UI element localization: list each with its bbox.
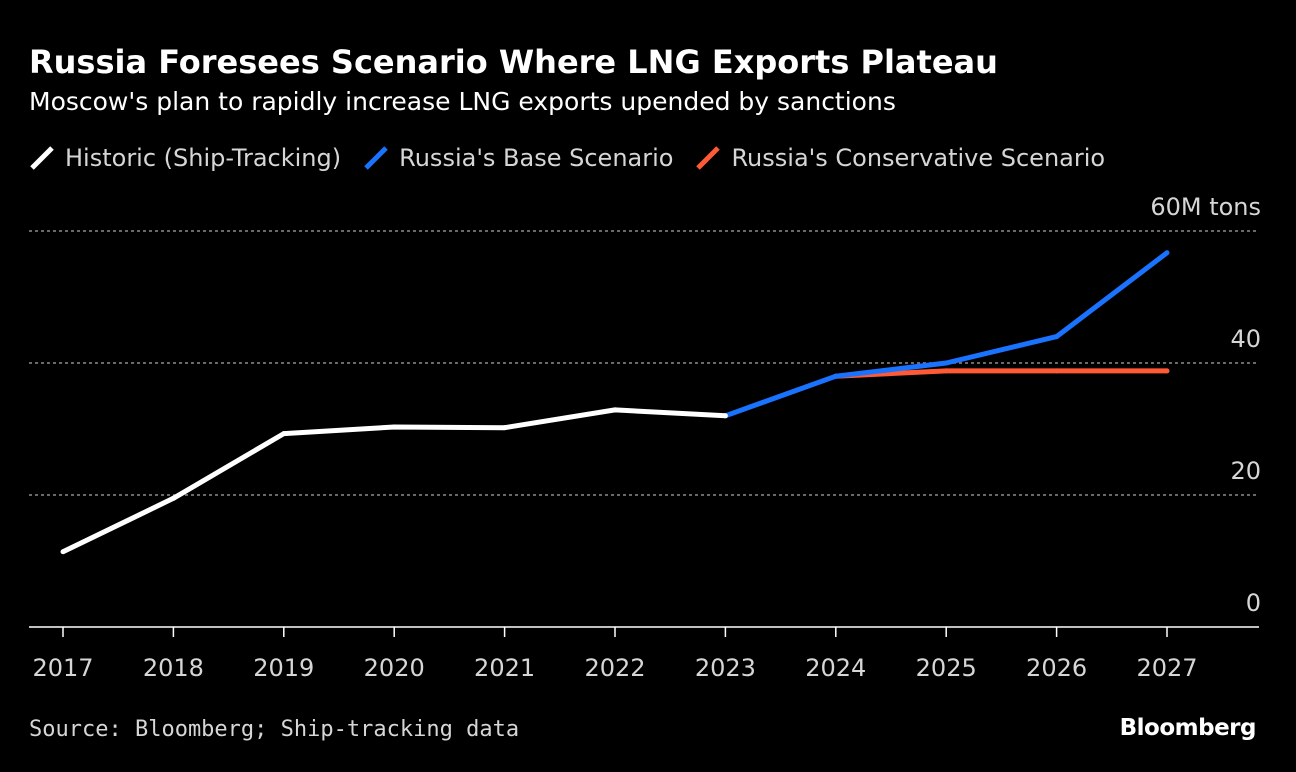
data-point-conservative-scenario-2026 <box>1054 368 1060 374</box>
y-axis-tick-labels: 0 20 40 60M tons <box>1150 193 1261 617</box>
data-point-conservative-scenario-2025 <box>943 368 949 374</box>
y-tick-label-20: 20 <box>1230 457 1261 485</box>
legend-label-conservative-scenario: Russia's Conservative Scenario <box>731 144 1106 172</box>
legend-swatch-base-scenario <box>364 146 388 170</box>
series-line-historic <box>61 407 726 555</box>
legend-label-base-scenario: Russia's Base Scenario <box>399 144 674 172</box>
y-tick-label-60: 60M tons <box>1150 193 1261 221</box>
data-point-base-scenario-2027 <box>1164 250 1170 256</box>
legend-item-base-scenario: Russia's Base Scenario <box>363 138 673 178</box>
x-tick-label-2022: 2022 <box>584 654 645 682</box>
data-point-historic-2017 <box>60 549 66 555</box>
x-tick-label-2024: 2024 <box>805 654 866 682</box>
legend-label-historic: Historic (Ship-Tracking) <box>65 144 342 172</box>
x-tick-label-2023: 2023 <box>695 654 756 682</box>
data-point-historic-2018 <box>170 495 176 501</box>
x-tick-label-2021: 2021 <box>474 654 535 682</box>
data-point-conservative-scenario-2027 <box>1164 368 1170 374</box>
series-lines <box>60 250 1170 555</box>
x-tick-label-2026: 2026 <box>1026 654 1087 682</box>
data-point-historic-2020 <box>391 424 397 430</box>
data-point-historic-2023 <box>722 413 728 419</box>
legend-item-conservative-scenario: Russia's Conservative Scenario <box>695 138 1105 178</box>
legend-item-historic: Historic (Ship-Tracking) <box>29 138 341 178</box>
x-axis: 2017 2018 2019 2020 2021 2022 2023 2024 2025 2026… <box>29 626 1259 682</box>
legend-swatch-conservative-scenario <box>696 146 721 170</box>
y-tick-label-40: 40 <box>1230 325 1261 353</box>
legend: Historic (Ship-Tracking) Russia's Base S… <box>29 138 1127 178</box>
gridlines <box>29 230 1259 496</box>
x-tick-label-2019: 2019 <box>253 654 314 682</box>
bloomberg-logo: Bloomberg <box>1119 715 1257 741</box>
x-tick-label-2025: 2025 <box>916 654 977 682</box>
x-tick-label-2020: 2020 <box>364 654 425 682</box>
data-point-historic-2022 <box>612 407 618 413</box>
source-note: Source: Bloomberg; Ship-tracking data <box>29 717 520 742</box>
x-tick-label-2027: 2027 <box>1136 654 1197 682</box>
data-point-historic-2019 <box>281 431 287 437</box>
data-point-base-scenario-2026 <box>1054 334 1060 340</box>
x-tick-label-2018: 2018 <box>143 654 204 682</box>
x-tick-label-2017: 2017 <box>32 654 93 682</box>
legend-swatch-historic <box>30 146 54 170</box>
data-point-base-scenario-2024 <box>833 373 839 379</box>
data-point-historic-2021 <box>502 425 508 431</box>
chart-subtitle: Moscow's plan to rapidly increase LNG ex… <box>29 87 896 116</box>
data-point-base-scenario-2025 <box>943 360 949 366</box>
y-tick-label-0: 0 <box>1246 589 1261 617</box>
series-line-conservative-scenario <box>835 368 1167 379</box>
chart-title: Russia Foresees Scenario Where LNG Expor… <box>29 43 998 81</box>
series-line-base-scenario <box>724 250 1169 419</box>
